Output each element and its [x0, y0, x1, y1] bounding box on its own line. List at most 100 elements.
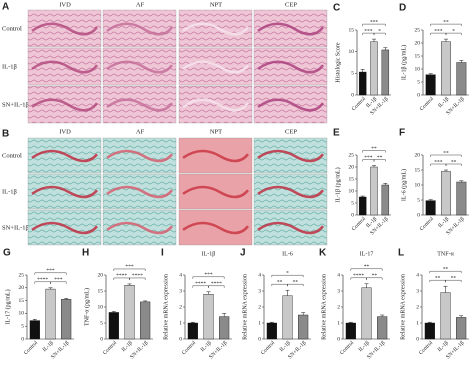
y-axis-label: IL-17 (pg/mL): [4, 289, 11, 324]
bar: [377, 316, 388, 340]
column-header: CEP: [285, 128, 297, 135]
bar: [370, 166, 378, 216]
significance-label: ***: [204, 272, 213, 278]
significance-bracket: [429, 271, 462, 274]
significance-label: **: [435, 275, 441, 281]
error-bar: [427, 321, 432, 323]
micrograph: [102, 209, 177, 246]
row-label: IL-1β: [2, 63, 18, 70]
y-tick-label: 10: [415, 182, 421, 188]
column-header: IVD: [59, 128, 71, 135]
bar: [381, 184, 390, 216]
y-tick-label: 3: [258, 288, 261, 294]
micrograph: [253, 209, 328, 246]
y-tick-label: 2: [337, 304, 340, 310]
micrograph: [178, 173, 253, 210]
y-tick-label: 4: [179, 272, 182, 278]
significance-bracket: [271, 275, 304, 278]
bar: [358, 71, 367, 96]
significance-bracket: [373, 32, 386, 36]
micrograph: [102, 173, 177, 210]
micrograph: [27, 173, 102, 210]
micrograph: [102, 47, 177, 86]
bar: [425, 200, 436, 216]
row-label: SN+IL-1β: [2, 224, 30, 231]
significance-bracket: [208, 285, 225, 288]
column-header: AF: [136, 128, 145, 135]
significance-bracket: [362, 150, 386, 153]
y-tick-label: 0: [337, 336, 340, 342]
significance-label: **: [293, 279, 299, 285]
y-axis-label: IL-6 (pg/mL): [400, 169, 407, 201]
bar: [187, 322, 198, 340]
error-bar: [428, 199, 433, 201]
tissue-feature: [106, 98, 174, 112]
significance-label: **: [443, 150, 449, 156]
error-bar: [372, 165, 376, 167]
panel-letter: D: [399, 3, 406, 14]
y-tick-label: 5: [100, 320, 103, 326]
significance-bracket: [287, 284, 304, 287]
tissue-feature: [257, 98, 325, 112]
y-tick-label: 0: [351, 212, 354, 218]
panel-letter: F: [399, 128, 405, 139]
bar: [424, 322, 435, 340]
y-tick-label: 5: [417, 197, 420, 203]
y-tick-label: 20: [349, 164, 355, 170]
y-tick-label: 15: [415, 167, 421, 173]
y-tick-label: 15: [415, 53, 421, 59]
y-tick-label: 2: [258, 304, 261, 310]
significance-bracket: [129, 277, 146, 280]
bar: [29, 320, 40, 340]
micrograph: [253, 173, 328, 210]
x-tick-label: Control: [419, 216, 435, 232]
error-bar: [444, 169, 448, 172]
column-header: AF: [136, 1, 145, 8]
significance-label: ***: [54, 277, 63, 283]
x-tick-label: Control: [260, 340, 276, 356]
significance-bracket: [445, 32, 462, 36]
bar: [108, 312, 119, 340]
micrograph: [178, 85, 253, 124]
error-bar: [444, 38, 448, 42]
significance-label: **: [451, 159, 457, 165]
x-tick-label: IL-1β: [437, 216, 450, 229]
y-tick-label: 3: [179, 288, 182, 294]
y-tick-label: 4: [258, 272, 261, 278]
error-bar: [111, 311, 116, 313]
significance-label: ***: [434, 159, 443, 165]
column-header: CEP: [285, 1, 297, 8]
panel-letter: G: [3, 248, 11, 259]
significance-label: ****: [116, 273, 127, 279]
row-label: IL-1β: [2, 188, 18, 195]
y-tick-label: 15: [98, 288, 104, 294]
tissue-feature: [257, 185, 324, 199]
y-tick-label: 0: [417, 92, 420, 98]
row-label: Control: [2, 25, 22, 32]
error-bar: [206, 291, 211, 295]
panel-letter: K: [319, 248, 327, 259]
y-axis-label: IL-1β (pg/mL): [400, 45, 407, 80]
error-bar: [443, 285, 448, 293]
panel-letter: A: [2, 2, 9, 13]
y-tick-label: 25: [415, 27, 421, 33]
significance-label: ***: [46, 268, 55, 274]
y-tick-label: 10: [349, 188, 355, 194]
significance-label: ****: [37, 277, 48, 283]
x-tick-label: Control: [23, 340, 39, 356]
bar: [456, 317, 467, 340]
bar: [456, 181, 467, 216]
tissue-feature: [182, 22, 250, 36]
y-tick-label: 4: [337, 272, 340, 278]
y-tick-label: 15: [349, 176, 355, 182]
micrograph: [102, 9, 177, 48]
x-tick-label: Control: [418, 340, 434, 356]
error-bar: [143, 300, 148, 302]
tissue-feature: [31, 149, 98, 163]
micrograph: [178, 47, 253, 86]
micrograph: [253, 85, 328, 124]
tissue-feature: [106, 22, 174, 36]
y-tick-label: 0: [416, 336, 419, 342]
tissue-feature: [31, 221, 98, 235]
significance-label: ****: [195, 281, 206, 287]
